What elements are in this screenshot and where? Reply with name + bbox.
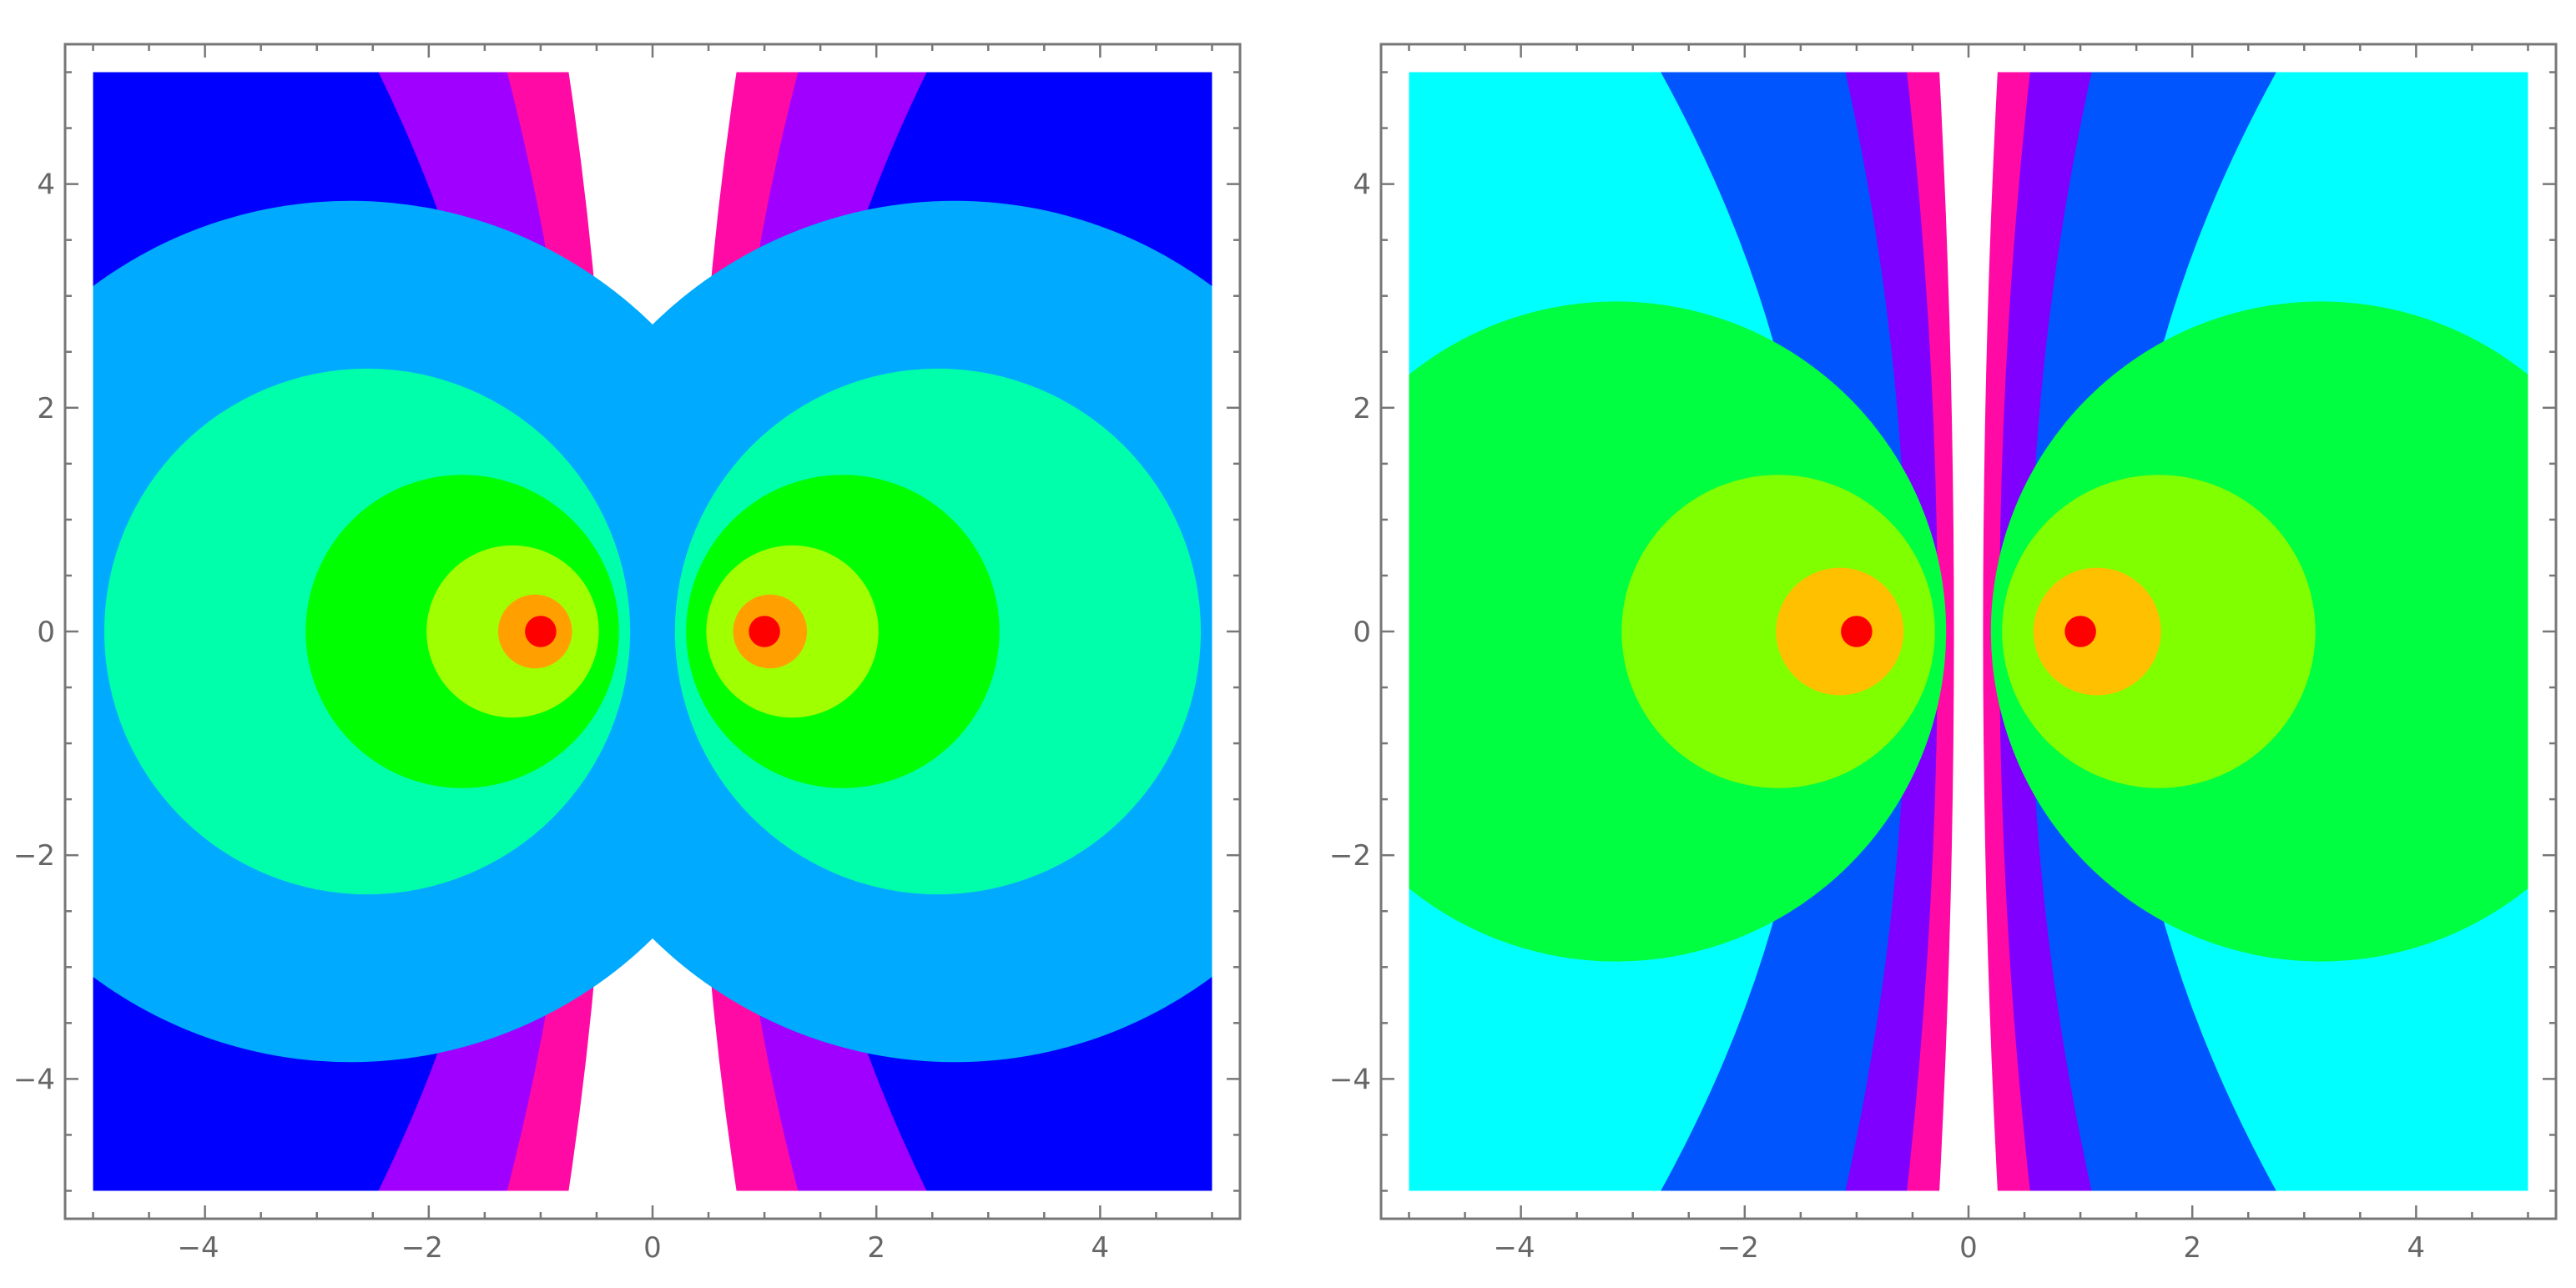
y-tick-label: 4 bbox=[1353, 169, 1371, 202]
contour-field bbox=[93, 72, 1212, 1191]
y-tick-label: 0 bbox=[1353, 616, 1371, 649]
x-tick-label: −2 bbox=[1717, 1231, 1759, 1265]
y-tick-label: −2 bbox=[13, 839, 55, 873]
y-tick-label: 4 bbox=[37, 169, 55, 202]
contour-region-level-7-right bbox=[2033, 567, 2161, 696]
x-tick-label: 0 bbox=[643, 1231, 662, 1265]
y-tick-label: −2 bbox=[1329, 839, 1371, 873]
x-tick-label: −2 bbox=[401, 1231, 443, 1265]
contour-plot-right: −4 −2 0 2 4 −4 −2 0 2 4 bbox=[1329, 43, 2558, 1265]
contour-region-level-8-right bbox=[2064, 616, 2096, 647]
x-tick-label: 2 bbox=[2183, 1231, 2201, 1265]
x-tick-label: 4 bbox=[2407, 1231, 2426, 1265]
x-tick-label: −4 bbox=[1494, 1231, 1535, 1265]
contour-region-level-8-left bbox=[1841, 616, 1873, 647]
y-tick-label: −4 bbox=[13, 1063, 55, 1096]
x-tick-label: 2 bbox=[867, 1231, 885, 1265]
y-tick-label: 0 bbox=[37, 616, 55, 649]
contour-field bbox=[1409, 72, 2528, 1191]
contour-region-level-7-left bbox=[1776, 567, 1904, 696]
contour-region-level-9-left bbox=[525, 616, 557, 647]
contour-region-level-9-right bbox=[749, 616, 780, 647]
x-tick-label: 4 bbox=[1091, 1231, 1110, 1265]
contour-band-level-4 bbox=[1939, 72, 1998, 1191]
contour-plot-left: −4 −2 0 2 4 −4 −2 0 2 4 bbox=[13, 43, 1242, 1265]
x-tick-label: 0 bbox=[1959, 1231, 1978, 1265]
y-tick-label: −4 bbox=[1329, 1063, 1371, 1096]
y-tick-label: 2 bbox=[37, 392, 55, 425]
x-tick-label: −4 bbox=[178, 1231, 219, 1265]
y-tick-label: 2 bbox=[1353, 392, 1371, 425]
